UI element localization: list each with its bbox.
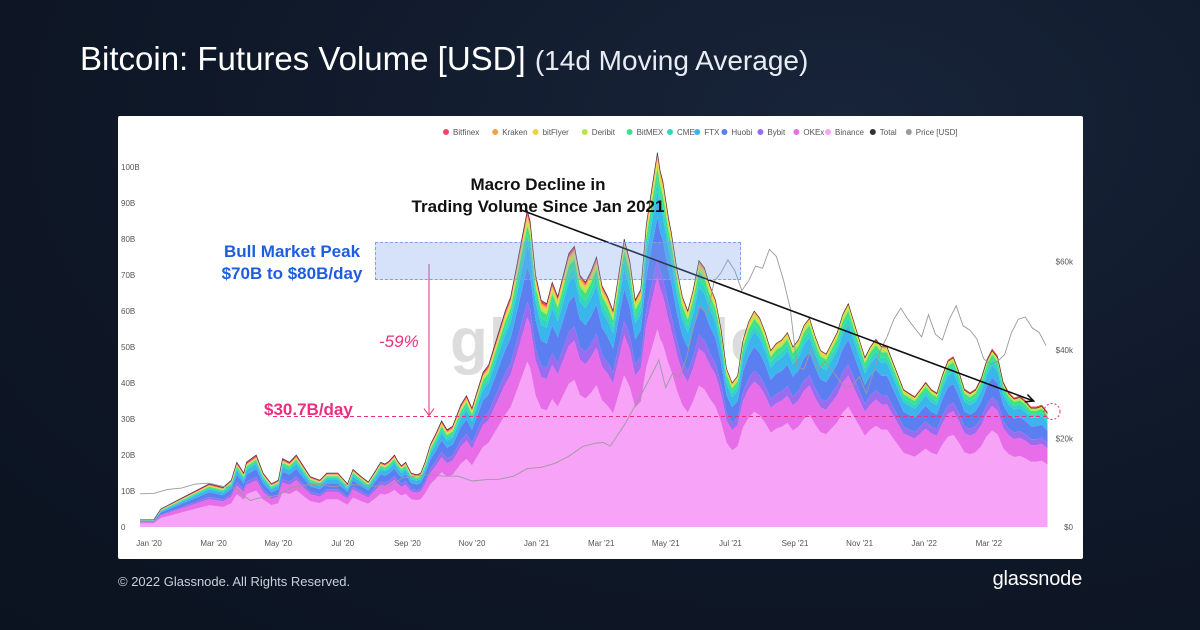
y-tick-label: 0 (121, 523, 126, 532)
legend-swatch (825, 129, 831, 135)
y-right-tick-label: $20k (1056, 435, 1074, 444)
y-tick-label: 70B (121, 271, 135, 280)
legend-label: Binance (835, 128, 864, 137)
x-tick-label: May '21 (652, 539, 680, 548)
trend-arrowhead (1024, 393, 1036, 403)
bull-market-band (375, 242, 741, 280)
legend-label: Kraken (502, 128, 527, 137)
y-tick-label: 40B (121, 379, 135, 388)
chart-panel: Bitfinex Kraken bitFlyer Deribit BitMEX CME FT… (118, 116, 1083, 559)
brand-logo: glassnode (992, 568, 1083, 590)
legend-label: OKEx (803, 128, 824, 137)
x-tick-label: May '20 (264, 539, 292, 548)
legend-swatch (626, 129, 633, 135)
x-tick-label: Jan '20 (136, 539, 162, 548)
legend-swatch (443, 129, 449, 135)
title-subtitle: (14d Moving Average) (534, 45, 809, 76)
x-tick-label: Jan '21 (524, 539, 550, 548)
legend-swatch (694, 129, 701, 135)
x-tick-label: Sep '20 (394, 539, 421, 548)
y-tick-label: 60B (121, 307, 135, 316)
y-tick-label: 90B (121, 199, 135, 208)
legend-swatch (793, 129, 800, 135)
x-tick-label: Nov '21 (846, 539, 873, 548)
decline-arrowhead (423, 408, 435, 417)
legend-label: Bybit (767, 128, 786, 137)
bull-peak-line2: $70B to $80B/day (221, 264, 363, 283)
overlay-lines (139, 152, 1048, 521)
area-binance (140, 329, 1048, 527)
x-tick-label: Nov '20 (459, 539, 486, 548)
annotation-graphics (273, 209, 1061, 420)
y-right-tick-label: $0 (1064, 523, 1073, 532)
macro-line2: Trading Volume Since Jan 2021 (411, 197, 665, 216)
y-tick-label: 100B (121, 163, 140, 172)
stacked-areas (140, 152, 1048, 527)
legend-label: BitMEX (637, 128, 664, 137)
y-tick-label: 50B (121, 343, 135, 352)
area-bybit (140, 258, 1048, 523)
legend-swatch (721, 129, 728, 135)
title-main: Bitcoin: Futures Volume [USD] (80, 40, 526, 77)
y-tick-label: 20B (121, 451, 135, 460)
y-tick-label: 10B (121, 487, 135, 496)
x-tick-label: Mar '22 (976, 539, 1003, 548)
trend-arrow-line (521, 209, 1034, 402)
bull-peak-line1: Bull Market Peak (223, 242, 361, 261)
decline-percent-label: -59% (379, 332, 419, 351)
legend-swatch (757, 129, 764, 135)
futures-volume-chart: Bitfinex Kraken bitFlyer Deribit BitMEX CME FT… (121, 128, 1074, 548)
legend-label: Total (880, 128, 897, 137)
legend-label: CME (677, 128, 695, 137)
legend: Bitfinex Kraken bitFlyer Deribit BitMEX CME FT… (443, 128, 958, 137)
legend-label: FTX (704, 128, 720, 137)
area-huobi (140, 216, 1048, 522)
legend-swatch (492, 129, 499, 135)
page-title: Bitcoin: Futures Volume [USD] (14d Movin… (80, 40, 808, 78)
legend-swatch (581, 129, 588, 135)
area-ftx (140, 190, 1048, 522)
price-line (139, 248, 1047, 501)
y-tick-label: 30B (121, 415, 135, 424)
legend-label: Deribit (592, 128, 616, 137)
legend-label: Bitfinex (453, 128, 479, 137)
macro-decline-label: Macro Decline in Trading Volume Since Ja… (388, 174, 688, 218)
x-tick-label: Sep '21 (782, 539, 809, 548)
y-right-tick-label: $60k (1056, 258, 1074, 267)
x-tick-label: Jan '22 (911, 539, 937, 548)
legend-label: bitFlyer (543, 128, 570, 137)
macro-line1: Macro Decline in (470, 175, 606, 194)
y-tick-label: 80B (121, 235, 135, 244)
total-line (140, 152, 1048, 521)
legend-swatch (869, 129, 876, 135)
axes: 0 10B 20B 30B 40B 50B 60B 70B 80B 90B 100B $0 $20k $4… (121, 163, 1074, 548)
x-tick-label: Mar '20 (200, 539, 227, 548)
current-level-label: $30.7B/day (264, 400, 353, 419)
x-tick-label: Mar '21 (588, 539, 615, 548)
y-right-tick-label: $40k (1056, 346, 1074, 355)
x-tick-label: Jul '20 (331, 539, 354, 548)
legend-label: Huobi (731, 128, 752, 137)
current-level-marker (1043, 402, 1061, 420)
x-tick-label: Jul '21 (719, 539, 742, 548)
area-okex (140, 276, 1048, 524)
legend-swatch (667, 129, 673, 135)
copyright-text: © 2022 Glassnode. All Rights Reserved. (118, 574, 351, 589)
legend-swatch (905, 129, 912, 135)
legend-swatch (532, 129, 539, 135)
legend-label: Price [USD] (916, 128, 958, 137)
bull-market-label: Bull Market Peak $70B to $80B/day (206, 241, 378, 285)
